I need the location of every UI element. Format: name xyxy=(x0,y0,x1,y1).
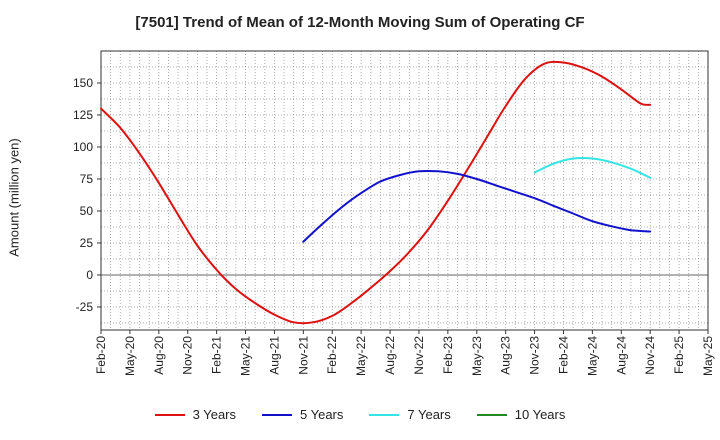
series-line-3-years xyxy=(100,60,652,325)
legend-label: 5 Years xyxy=(300,407,344,422)
x-tick-label: May-23 xyxy=(470,336,484,376)
chart-title: [7501] Trend of Mean of 12-Month Moving … xyxy=(135,14,585,31)
x-tick-label: Feb-25 xyxy=(672,336,686,374)
legend-label: 10 Years xyxy=(514,407,566,422)
x-tick-label: Nov-21 xyxy=(296,336,310,375)
legend-swatch xyxy=(369,413,400,416)
x-tick-label: Aug-22 xyxy=(383,336,397,375)
x-tick-label: Feb-24 xyxy=(556,336,570,374)
legend-swatch xyxy=(476,413,507,416)
x-tick-label: Aug-21 xyxy=(267,336,281,375)
x-tick-label: Nov-20 xyxy=(181,336,195,375)
series-line-7-years xyxy=(533,156,652,179)
axes: -25 0 25 50 75 100 125 150 Feb-20 May-20 Aug-20 Nov… xyxy=(73,50,715,376)
legend-label: 3 Years xyxy=(192,407,236,422)
legend-item: 5 Years xyxy=(262,407,343,422)
legend-label: 7 Years xyxy=(407,407,451,422)
x-tick-label: Nov-22 xyxy=(412,336,426,375)
plot-frame xyxy=(100,50,709,331)
legend-swatch xyxy=(154,413,185,416)
x-tick-label: Aug-20 xyxy=(152,336,166,375)
legend-item: 10 Years xyxy=(476,407,566,422)
legend-item: 7 Years xyxy=(369,407,451,422)
x-tick-label: Feb-20 xyxy=(94,336,108,374)
x-tick-label: Feb-21 xyxy=(210,336,224,374)
x-tick-label: May-21 xyxy=(239,336,253,376)
x-tick-label: May-25 xyxy=(701,336,715,376)
x-tick-label: May-20 xyxy=(123,336,137,376)
y-tick-label: 50 xyxy=(80,204,94,218)
legend: 3 Years 5 Years 7 Years 10 Years xyxy=(0,407,720,422)
x-tick-label: Aug-24 xyxy=(614,336,628,375)
series-line-5-years xyxy=(302,169,652,243)
y-tick-label: 100 xyxy=(73,140,93,154)
x-tick-label: Feb-23 xyxy=(441,336,455,374)
y-tick-label: 25 xyxy=(80,236,94,250)
y-tick-label: -25 xyxy=(76,300,94,314)
x-tick-label: Nov-23 xyxy=(528,336,542,375)
legend-item: 3 Years xyxy=(154,407,236,422)
x-tick-label: Nov-24 xyxy=(643,336,657,375)
x-tick-label: Aug-23 xyxy=(499,336,513,375)
x-tick-label: May-24 xyxy=(585,336,599,376)
legend-swatch xyxy=(262,413,292,416)
grid xyxy=(101,50,708,330)
x-tick-label: Feb-22 xyxy=(325,336,339,374)
y-tick-label: 125 xyxy=(73,108,93,122)
x-tick-label: May-22 xyxy=(354,336,368,376)
y-tick-label: 150 xyxy=(73,76,93,90)
y-tick-label: 0 xyxy=(86,268,93,282)
y-tick-label: 75 xyxy=(80,172,94,186)
series-lines xyxy=(100,60,652,325)
